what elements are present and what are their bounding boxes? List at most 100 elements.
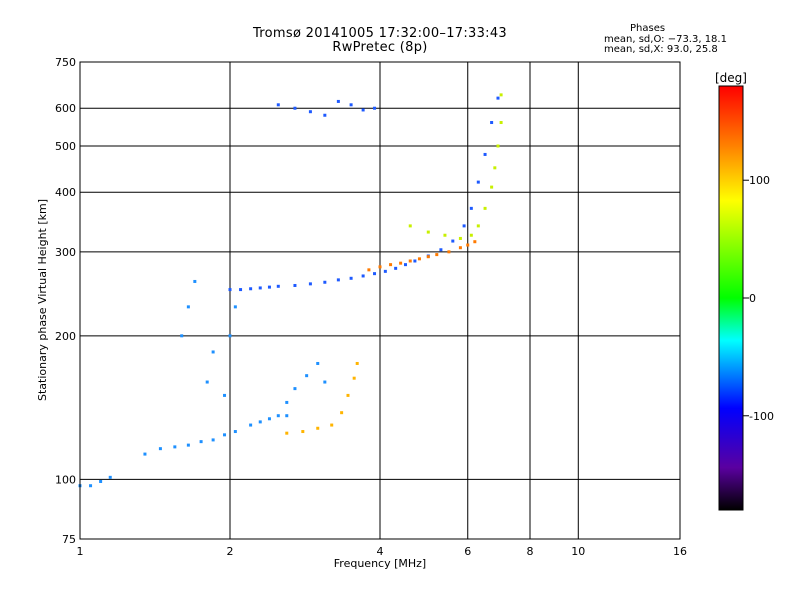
data-point: [496, 96, 500, 100]
data-point: [466, 243, 470, 247]
data-point: [408, 224, 412, 228]
y-tick-label: 300: [55, 246, 76, 259]
x-tick-label: 8: [527, 545, 534, 558]
data-point: [435, 253, 439, 257]
colorbar-tick-label: -100: [749, 410, 774, 423]
data-point: [249, 287, 253, 291]
x-tick-label: 16: [673, 545, 687, 558]
x-tick-label: 4: [377, 545, 384, 558]
data-point: [89, 484, 93, 488]
stats-heading: Phases: [630, 23, 666, 34]
data-point: [223, 433, 227, 437]
grid-lines: [79, 61, 681, 540]
data-point: [99, 479, 103, 483]
data-point: [352, 376, 356, 380]
data-point: [462, 224, 466, 228]
data-point: [499, 93, 503, 97]
data-point: [211, 438, 215, 442]
chart-title: Tromsø 20141005 17:32:00–17:33:43: [252, 26, 508, 41]
data-point: [490, 121, 494, 125]
data-point: [186, 443, 190, 447]
data-point: [373, 106, 377, 110]
data-point: [408, 259, 412, 263]
data-point: [439, 248, 443, 252]
y-axis-label: Stationary phase Virtual Height [km]: [36, 199, 49, 401]
y-tick-labels: 75 100 200 300 400 500 600 750: [55, 56, 76, 546]
data-point: [211, 350, 215, 354]
data-point: [340, 411, 344, 415]
data-point: [285, 400, 289, 404]
colorbar: [719, 86, 743, 510]
data-point: [267, 285, 271, 289]
data-point: [323, 380, 327, 384]
data-point: [193, 279, 197, 283]
x-tick-label: 2: [227, 545, 234, 558]
data-point: [293, 106, 297, 110]
data-point: [316, 361, 320, 365]
data-point: [451, 239, 455, 243]
data-point: [355, 361, 359, 365]
data-point: [267, 417, 271, 421]
y-tick-label: 500: [55, 140, 76, 153]
data-point: [483, 152, 487, 156]
x-tick-labels: 1 2 4 6 8 10 16: [77, 545, 688, 558]
data-point: [228, 334, 232, 338]
data-point: [199, 440, 203, 444]
data-point: [305, 374, 309, 378]
data-point: [389, 263, 393, 267]
data-point: [186, 305, 190, 309]
data-point: [258, 286, 262, 290]
data-point: [285, 431, 289, 435]
data-point: [499, 121, 503, 125]
data-point: [349, 103, 353, 107]
data-point: [323, 280, 327, 284]
colorbar-label: [deg]: [715, 71, 747, 85]
data-point: [239, 288, 243, 292]
data-point: [336, 99, 340, 103]
data-point: [249, 423, 253, 427]
x-axis-label: Frequency [MHz]: [334, 557, 426, 570]
data-point: [233, 430, 237, 434]
data-point: [490, 185, 494, 189]
data-point: [394, 266, 398, 270]
data-point: [373, 272, 377, 276]
data-point: [496, 144, 500, 148]
data-point: [223, 393, 227, 397]
data-point: [473, 240, 477, 244]
data-point: [228, 288, 232, 292]
data-point: [469, 233, 473, 237]
x-tick-label: 1: [77, 545, 84, 558]
data-point: [108, 475, 112, 479]
data-point: [483, 206, 487, 210]
data-point: [346, 393, 350, 397]
plot-frame: [79, 61, 681, 540]
data-point: [205, 380, 209, 384]
data-point: [276, 414, 280, 418]
stats-o-mode: mean, sd,O: −73.3, 18.1: [604, 34, 727, 45]
x-tick-label: 10: [571, 545, 585, 558]
data-point: [378, 265, 382, 269]
data-point: [293, 387, 297, 391]
data-point: [276, 284, 280, 288]
y-tick-label: 100: [55, 473, 76, 486]
data-point: [361, 274, 365, 278]
data-point: [233, 305, 237, 309]
y-tick-label: 400: [55, 186, 76, 199]
y-tick-label: 200: [55, 330, 76, 343]
data-point: [447, 250, 451, 254]
data-point: [143, 452, 147, 456]
data-point: [293, 283, 297, 287]
data-point: [458, 246, 462, 250]
data-point: [336, 278, 340, 282]
y-tick-label: 750: [55, 56, 76, 69]
data-point: [476, 180, 480, 184]
data-point: [469, 206, 473, 210]
data-point: [180, 334, 184, 338]
data-point: [399, 261, 403, 265]
data-point: [308, 282, 312, 286]
data-points: [78, 93, 503, 488]
data-point: [367, 268, 371, 272]
data-point: [476, 224, 480, 228]
data-point: [458, 236, 462, 240]
